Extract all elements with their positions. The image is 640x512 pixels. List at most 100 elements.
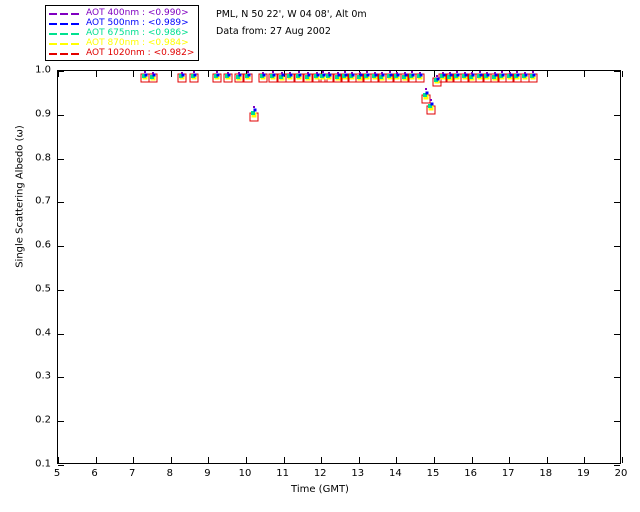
data-point [419, 73, 423, 77]
y-axis-tick-label: 0.2 [35, 414, 51, 426]
data-point [251, 110, 256, 115]
y-axis-tick [58, 71, 64, 72]
data-point [494, 73, 498, 77]
y-axis-tick [614, 421, 620, 423]
data-point [320, 73, 325, 78]
data-point [366, 73, 370, 76]
data-point [427, 104, 432, 109]
data-point [491, 74, 496, 79]
data-point [351, 71, 354, 74]
data-point [389, 73, 393, 76]
data-point [349, 74, 354, 79]
data-point [216, 73, 220, 76]
x-axis-tick-label: 20 [614, 468, 628, 479]
x-axis-tick [283, 457, 285, 463]
data-point [181, 73, 185, 77]
data-point [247, 73, 251, 77]
data-point [425, 91, 429, 95]
data-point [322, 71, 325, 74]
x-axis-tick [58, 71, 59, 77]
plot-frame [57, 70, 623, 466]
legend-aot-1020nm: AOT 1020nm : <0.982> [49, 48, 194, 58]
y-axis-tick [58, 246, 64, 248]
data-point [244, 74, 249, 79]
data-point [501, 73, 505, 76]
data-point [278, 74, 283, 79]
data-point [307, 71, 310, 74]
x-axis-tick-label: 9 [204, 468, 211, 479]
data-point [471, 71, 474, 74]
y-axis-tick [58, 158, 64, 160]
data-point [521, 74, 526, 79]
data-point [359, 73, 363, 77]
y-axis-tick-label: 0.3 [35, 370, 51, 382]
data-point [388, 71, 391, 74]
y-axis-tick [58, 114, 64, 116]
data-point [191, 73, 196, 78]
x-axis-tick-label: 7 [129, 468, 136, 479]
data-point [289, 71, 292, 74]
data-point [508, 71, 511, 74]
data-point [152, 73, 156, 77]
legend-dash-icon [49, 9, 81, 18]
data-point [434, 78, 438, 83]
data-point [213, 73, 218, 78]
x-axis-tick [170, 71, 172, 77]
y-axis-tick [614, 158, 620, 160]
data-point [440, 74, 445, 79]
data-point [142, 74, 147, 79]
data-point [464, 73, 468, 77]
y-axis-tick [614, 333, 620, 335]
legend-dash-icon [49, 19, 81, 28]
legend-label: AOT 1020nm : <0.982> [86, 48, 195, 58]
data-point [436, 77, 440, 81]
data-point [374, 73, 378, 77]
x-axis-tick-label: 12 [313, 468, 327, 479]
data-point [226, 71, 229, 74]
x-axis-tick [133, 457, 135, 463]
x-axis-tick-label: 5 [53, 468, 61, 479]
data-point [253, 106, 256, 109]
data-point [446, 74, 451, 79]
legend-label: AOT 870nm : <0.984> [86, 38, 189, 48]
data-point [442, 73, 446, 77]
data-point [471, 73, 475, 77]
x-axis-tick [546, 457, 548, 463]
data-point [280, 71, 283, 74]
legend-label: AOT 675nm : <0.986> [86, 28, 189, 38]
data-point [337, 71, 340, 74]
y-axis-tick [58, 377, 64, 379]
data-point [394, 74, 399, 79]
data-point [335, 74, 340, 79]
x-axis-tick [584, 71, 586, 77]
x-axis-tick [208, 71, 210, 77]
y-axis-tick [614, 202, 620, 204]
data-point [449, 73, 453, 77]
data-point [366, 71, 369, 74]
data-point [381, 73, 385, 77]
x-axis-tick-label: 8 [166, 468, 173, 479]
data-point [529, 73, 534, 78]
x-axis-tick-label: 19 [577, 468, 590, 479]
x-axis-tick-label: 6 [91, 468, 98, 479]
data-point [227, 73, 231, 77]
x-axis-tick [133, 71, 135, 77]
x-axis-tick-label: 13 [351, 468, 365, 479]
y-axis-tick-label: 0.6 [35, 239, 51, 251]
data-point [499, 73, 504, 78]
data-point [411, 73, 415, 76]
data-point [328, 73, 332, 77]
data-point [328, 71, 331, 74]
data-point [326, 74, 331, 79]
y-axis-tick [614, 465, 620, 466]
data-point [344, 73, 347, 76]
legend-dash-icon [49, 29, 81, 38]
data-point [261, 71, 264, 74]
data-point [144, 73, 148, 77]
header-date-line: Data from: 27 Aug 2002 [216, 26, 331, 37]
data-point [253, 108, 257, 112]
x-axis-tick [170, 457, 172, 463]
data-point [313, 74, 318, 79]
data-point [224, 74, 229, 79]
data-point [151, 71, 154, 74]
